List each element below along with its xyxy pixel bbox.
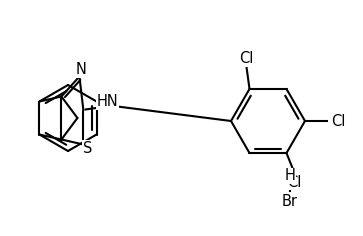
Text: Br: Br [282, 194, 298, 210]
Text: HN: HN [97, 94, 118, 109]
Text: Cl: Cl [287, 175, 302, 190]
Text: Cl: Cl [331, 114, 345, 128]
Text: H: H [285, 169, 295, 184]
Text: Cl: Cl [239, 51, 254, 67]
Text: N: N [76, 62, 87, 77]
Text: S: S [83, 141, 92, 156]
